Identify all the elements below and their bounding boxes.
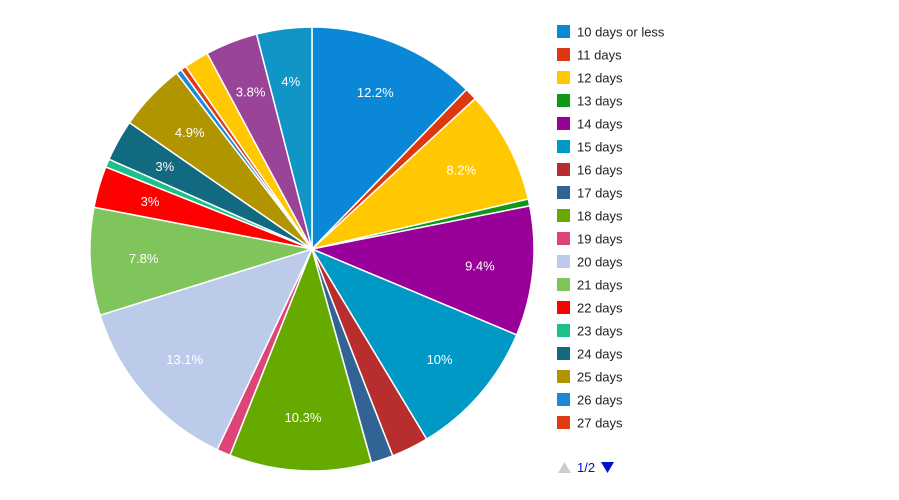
slice-percent-label: 13.1% [166, 352, 203, 367]
pager-next-arrow-icon[interactable] [601, 462, 614, 473]
legend-label[interactable]: 18 days [577, 209, 623, 224]
legend-label[interactable]: 23 days [577, 324, 623, 339]
legend-label[interactable]: 22 days [577, 301, 623, 316]
legend-label[interactable]: 10 days or less [577, 25, 665, 40]
pie-slice[interactable] [309, 204, 535, 336]
pie-slice[interactable] [255, 26, 313, 250]
slice-percent-label: 3% [155, 159, 174, 174]
slice-percent-label: 3.8% [236, 84, 266, 99]
legend-swatch [557, 393, 570, 406]
legend-swatch [557, 209, 570, 222]
legend-label[interactable]: 21 days [577, 278, 623, 293]
pie-slice[interactable] [89, 206, 313, 317]
pie-slices [89, 26, 535, 472]
legend-swatch [557, 71, 570, 84]
legend-swatch [557, 370, 570, 383]
legend-label[interactable]: 15 days [577, 140, 623, 155]
legend-swatch [557, 301, 570, 314]
slice-percent-label: 7.8% [129, 251, 159, 266]
pie-slice[interactable] [311, 26, 468, 251]
legend-label[interactable]: 20 days [577, 255, 623, 270]
pie-slice[interactable] [310, 247, 518, 441]
legend-label[interactable]: 17 days [577, 186, 623, 201]
legend-label[interactable]: 25 days [577, 370, 623, 385]
pager-page-indicator: 1/2 [577, 460, 595, 475]
legend-label[interactable]: 11 days [577, 48, 622, 63]
legend-label[interactable]: 26 days [577, 393, 623, 408]
legend-label[interactable]: 13 days [577, 94, 623, 109]
legend-label[interactable]: 14 days [577, 117, 623, 132]
pager-prev-arrow-icon[interactable] [558, 462, 571, 473]
legend-swatch [557, 140, 570, 153]
legend-pager: 1/2 [558, 460, 614, 475]
slice-percent-label: 9.4% [465, 259, 495, 274]
slice-percent-label: 4% [281, 74, 300, 89]
slice-percent-label: 12.2% [357, 85, 394, 100]
legend-swatch [557, 48, 570, 61]
slice-percent-label: 3% [141, 194, 160, 209]
slice-percent-label: 8.2% [446, 163, 476, 178]
legend-swatch [557, 232, 570, 245]
pie-slice-labels: 12.2% 8.2% 9.4% 10% 10.3% 13.1% 7.8% 3% 3% 4.9% 3.… [129, 74, 495, 425]
legend-swatch [557, 94, 570, 107]
legend-label[interactable]: 12 days [577, 71, 623, 86]
legend: 10 days or less 11 days 12 days 13 days 14 d… [557, 25, 665, 431]
legend-swatch [557, 278, 570, 291]
legend-label[interactable]: 16 days [577, 163, 623, 178]
legend-swatch [557, 324, 570, 337]
legend-swatch [557, 255, 570, 268]
slice-percent-label: 4.9% [175, 125, 205, 140]
pie-slice[interactable] [228, 246, 373, 472]
slice-percent-label: 10.3% [285, 410, 322, 425]
legend-swatch [557, 163, 570, 176]
legend-swatch [557, 347, 570, 360]
slice-percent-label: 10% [427, 352, 453, 367]
legend-label[interactable]: 27 days [577, 416, 623, 431]
legend-swatch [557, 25, 570, 38]
legend-swatch [557, 416, 570, 429]
legend-swatch [557, 117, 570, 130]
legend-swatch [557, 186, 570, 199]
legend-label[interactable]: 24 days [577, 347, 623, 362]
legend-label[interactable]: 19 days [577, 232, 623, 247]
